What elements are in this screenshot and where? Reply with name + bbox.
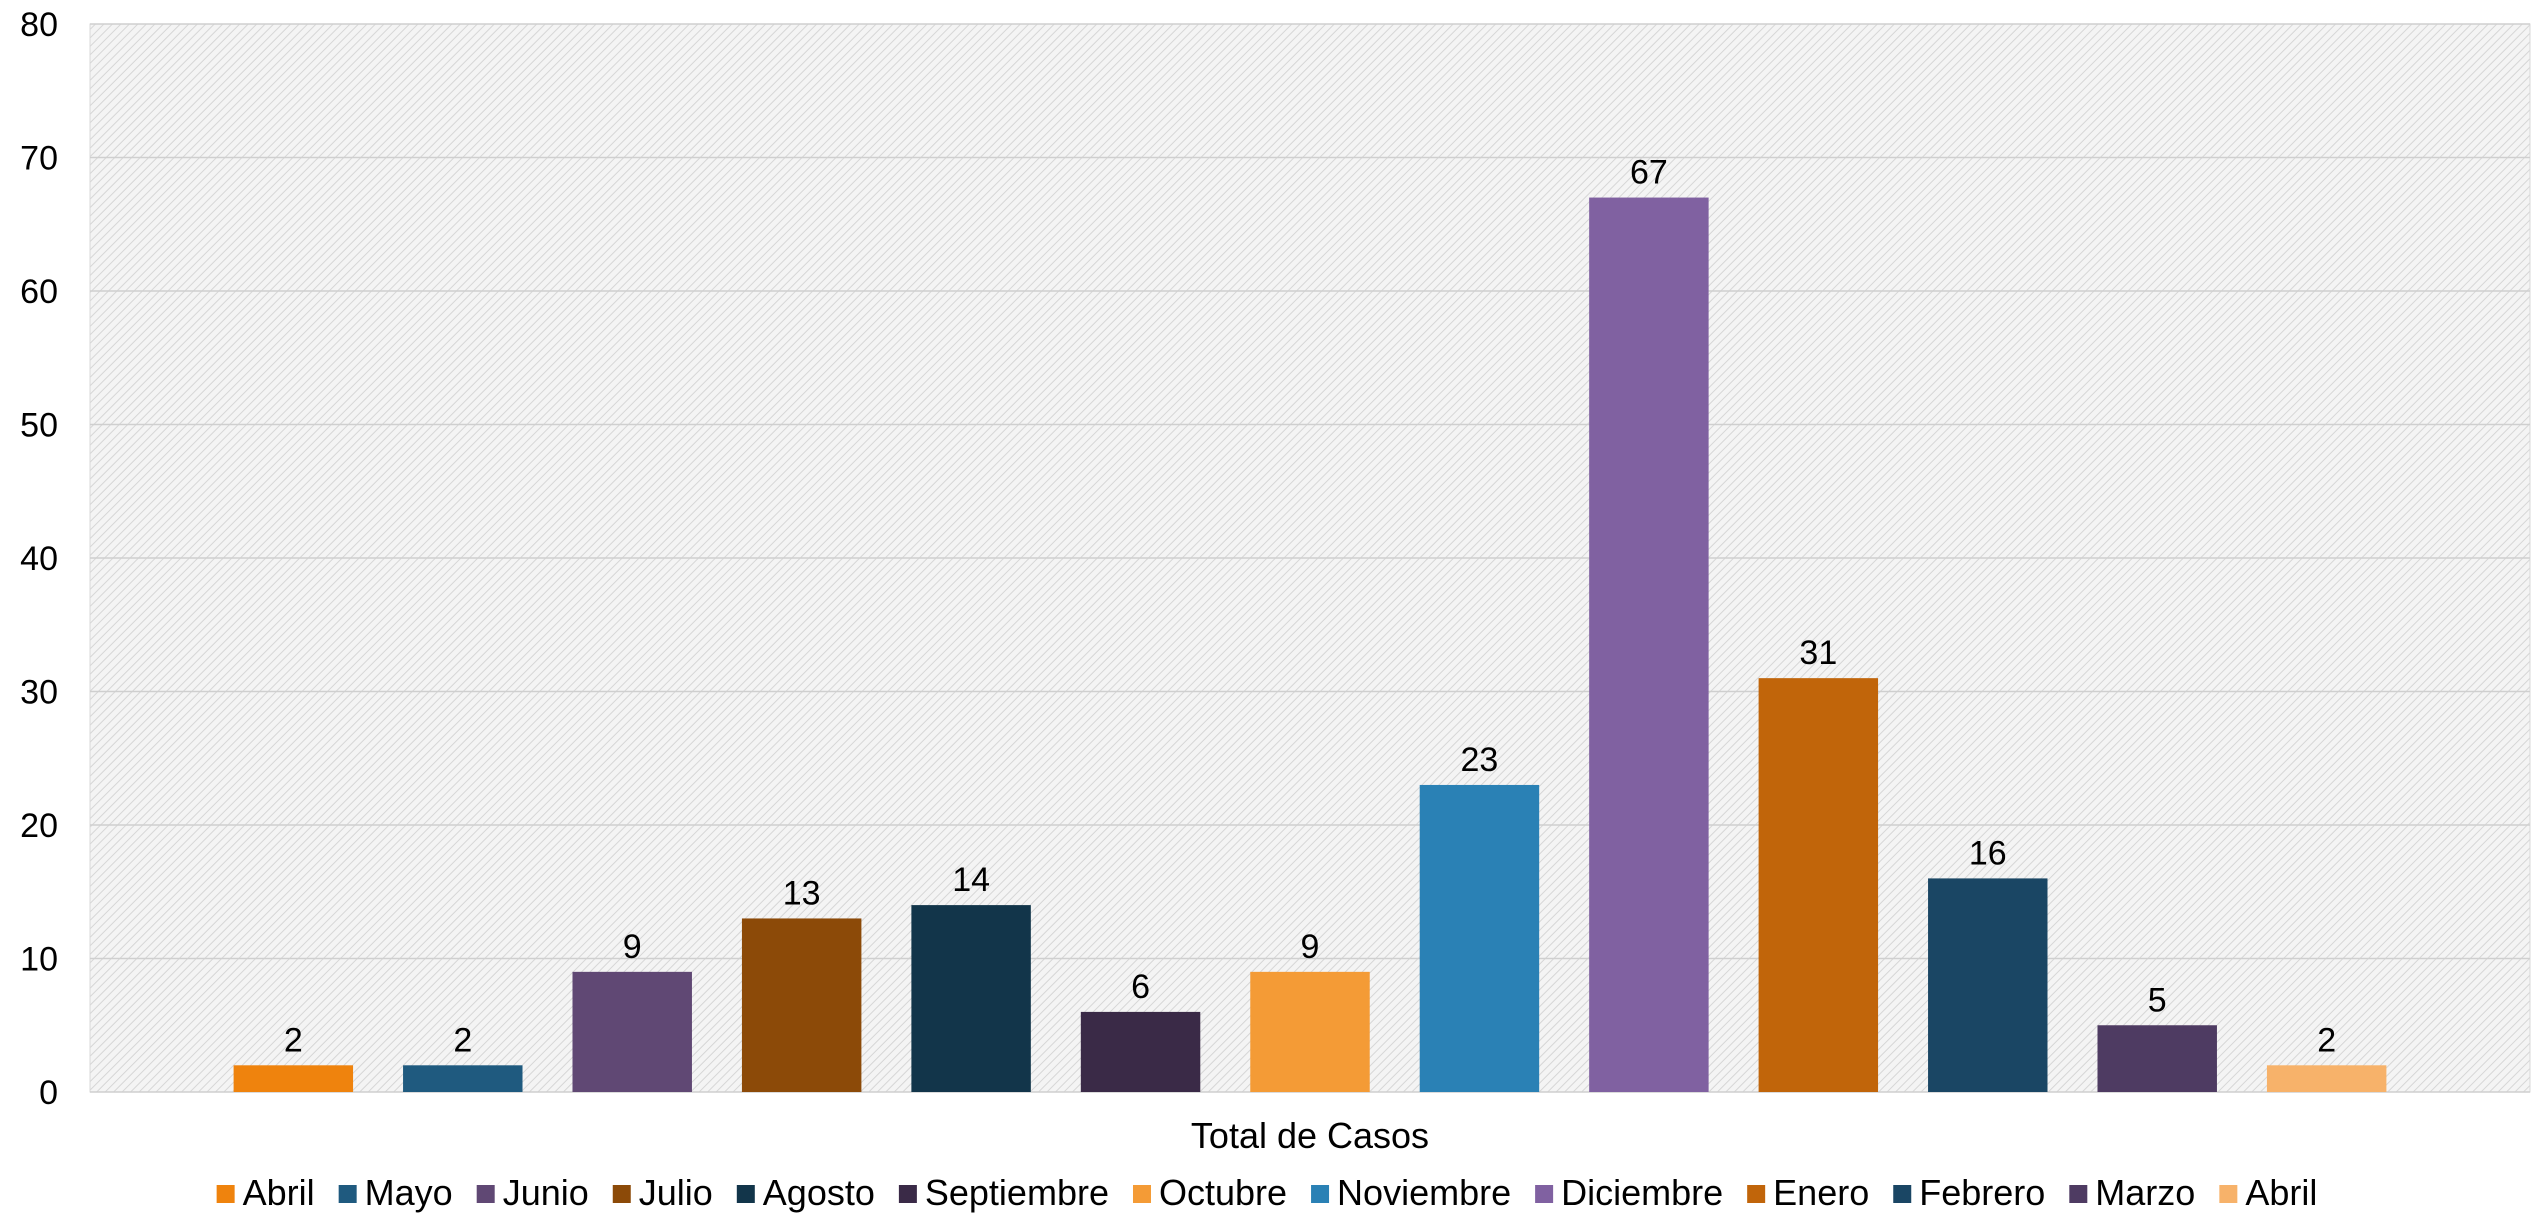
data-label: 2 <box>284 1021 303 1059</box>
data-label: 14 <box>952 861 990 899</box>
y-tick-label: 60 <box>20 273 58 311</box>
legend-swatch <box>1747 1185 1766 1203</box>
legend-label: Febrero <box>1919 1172 2045 1213</box>
bar-abril <box>233 1065 354 1092</box>
data-label: 13 <box>783 874 821 912</box>
data-labels: 2 2 9 13 14 6 9 23 67 31 16 5 2 <box>284 154 2336 1060</box>
legend-item-febrero: Febrero <box>1893 1172 2045 1213</box>
data-label: 9 <box>623 928 642 966</box>
y-tick-label: 70 <box>20 140 58 178</box>
legend-label: Junio <box>503 1172 589 1213</box>
legend-swatch <box>338 1185 357 1203</box>
y-axis-ticks: 0 10 20 30 40 50 60 70 80 <box>20 6 58 1112</box>
legend-swatch <box>2219 1185 2238 1203</box>
legend-swatch <box>736 1185 755 1203</box>
legend: Abril Mayo Junio Julio Agosto Septiembre Octub… <box>216 1172 2317 1213</box>
data-label: 67 <box>1630 154 1668 192</box>
bar-diciembre <box>1589 197 1709 1093</box>
legend-swatch <box>1535 1185 1554 1203</box>
legend-item-abril: Abril <box>216 1172 315 1213</box>
legend-label: Agosto <box>763 1172 875 1213</box>
x-axis-title: Total de Casos <box>1191 1115 1429 1156</box>
bar-septiembre <box>1080 1011 1201 1092</box>
legend-label: Marzo <box>2095 1172 2195 1213</box>
y-tick-label: 50 <box>20 407 58 445</box>
legend-item-noviembre: Noviembre <box>1311 1172 1511 1213</box>
legend-swatch <box>898 1185 917 1203</box>
bar-julio <box>741 918 862 1092</box>
legend-label: Septiembre <box>925 1172 1109 1213</box>
legend-swatch <box>1893 1185 1912 1203</box>
bar-enero <box>1758 678 1879 1092</box>
legend-swatch <box>476 1185 495 1203</box>
legend-item-abril: Abril <box>2219 1172 2317 1213</box>
y-tick-label: 30 <box>20 674 58 712</box>
y-tick-label: 0 <box>39 1074 58 1112</box>
data-label: 2 <box>2317 1021 2336 1059</box>
data-label: 2 <box>453 1021 472 1059</box>
y-tick-label: 40 <box>20 540 58 578</box>
legend-item-mayo: Mayo <box>338 1172 453 1213</box>
legend-label: Enero <box>1773 1172 1869 1213</box>
bar-marzo <box>2097 1025 2217 1092</box>
bar-febrero <box>1928 878 2048 1092</box>
legend-item-junio: Junio <box>476 1172 589 1213</box>
bar-noviembre <box>1419 784 1540 1092</box>
legend-item-agosto: Agosto <box>736 1172 875 1213</box>
data-label: 9 <box>1301 928 1320 966</box>
data-label: 31 <box>1799 634 1837 672</box>
bar-abril <box>2266 1065 2387 1092</box>
legend-label: Mayo <box>365 1172 453 1213</box>
data-label: 5 <box>2148 981 2167 1019</box>
legend-item-septiembre: Septiembre <box>898 1172 1109 1213</box>
data-label: 16 <box>1969 834 2007 872</box>
legend-swatch <box>216 1185 235 1203</box>
legend-item-julio: Julio <box>612 1172 713 1213</box>
y-tick-label: 20 <box>20 807 58 845</box>
legend-item-marzo: Marzo <box>2069 1172 2195 1213</box>
legend-label: Octubre <box>1159 1172 1287 1213</box>
legend-item-octubre: Octubre <box>1132 1172 1287 1213</box>
legend-item-diciembre: Diciembre <box>1535 1172 1723 1213</box>
y-tick-label: 10 <box>20 941 58 979</box>
legend-swatch <box>1311 1185 1330 1203</box>
bars <box>233 197 2387 1093</box>
bar-mayo <box>403 1065 523 1092</box>
data-label: 23 <box>1461 741 1499 779</box>
y-tick-label: 80 <box>20 6 58 44</box>
legend-swatch <box>612 1185 631 1203</box>
legend-label: Abril <box>243 1172 315 1213</box>
bar-octubre <box>1250 971 1370 1092</box>
legend-swatch <box>1132 1185 1151 1203</box>
bar-agosto <box>911 905 1031 1092</box>
legend-label: Diciembre <box>1561 1172 1723 1213</box>
legend-item-enero: Enero <box>1747 1172 1869 1213</box>
legend-label: Abril <box>2245 1172 2317 1213</box>
bar-junio <box>572 971 692 1092</box>
data-label: 6 <box>1131 968 1150 1006</box>
legend-swatch <box>2069 1185 2088 1203</box>
legend-label: Julio <box>639 1172 713 1213</box>
legend-label: Noviembre <box>1337 1172 1511 1213</box>
